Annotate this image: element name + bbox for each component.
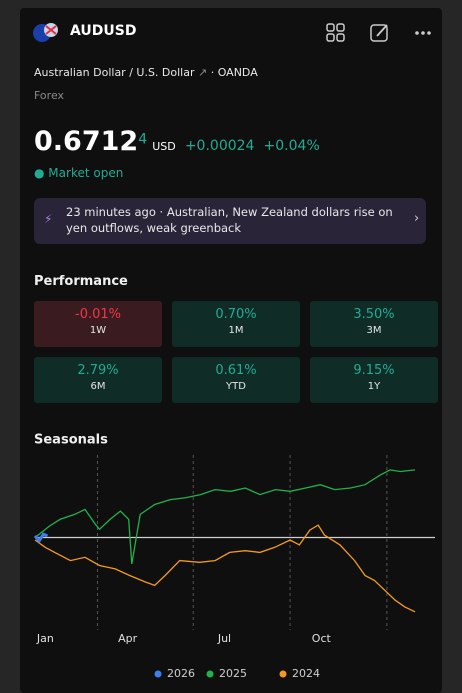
performance-tile[interactable]: -0.01% 1W (34, 301, 162, 347)
performance-value: -0.01% (75, 307, 121, 322)
quote-line: 0.67124 USD +0.00024 +0.04% (34, 126, 320, 157)
legend-marker (154, 670, 162, 678)
toolbar-icons[interactable] (325, 22, 435, 44)
news-text: 23 minutes ago · Australian, New Zealand… (66, 205, 393, 235)
performance-value: 3.50% (353, 307, 395, 322)
news-headline: Australian, New Zealand dollars rise on … (66, 205, 393, 235)
series-line (34, 469, 416, 565)
symbol-card: AUDUSD Australian Dollar / U.S. Dollar ↗… (20, 8, 442, 693)
performance-period: 3M (366, 325, 382, 336)
market-status: ● Market open (34, 166, 124, 180)
legend-marker (279, 670, 287, 678)
performance-tile[interactable]: 3.50% 3M (310, 301, 438, 347)
instrument-name: Australian Dollar / U.S. Dollar (34, 66, 195, 79)
market-type: Forex (34, 89, 65, 102)
performance-value: 0.61% (215, 363, 257, 378)
performance-value: 0.70% (215, 307, 257, 322)
performance-tile[interactable]: 2.79% 6M (34, 357, 162, 403)
currency: USD (152, 140, 176, 153)
news-chevron: › (414, 211, 420, 226)
performance-tile[interactable]: 0.61% YTD (172, 357, 300, 403)
series-line (34, 524, 416, 613)
performance-value: 2.79% (77, 363, 119, 378)
performance-period: 1M (228, 325, 244, 336)
legend-marker (206, 670, 214, 678)
symbol: AUDUSD (70, 23, 137, 39)
chart-title: Seasonals (34, 433, 108, 448)
legend-label: 2025 (219, 667, 247, 680)
x-tick-label: Apr (118, 632, 138, 645)
x-tick-label: Jul (217, 632, 231, 645)
performance-period: 6M (90, 381, 106, 392)
flag-icon (33, 23, 58, 42)
performance-period: 1W (89, 325, 107, 336)
price: 0.6712 (34, 126, 139, 157)
news-time: 23 minutes ago (66, 205, 156, 219)
x-tick-label: Oct (312, 632, 332, 645)
performance-tile[interactable]: 0.70% 1M (172, 301, 300, 347)
news-icon: ⚡ (44, 212, 53, 226)
instrument-line: Australian Dollar / U.S. Dollar ↗ · OAND… (34, 66, 258, 79)
news-banner[interactable]: ⚡ 23 minutes ago · Australian, New Zeala… (34, 198, 426, 244)
market-status-text: Market open (48, 166, 124, 180)
change-percent: +0.04% (263, 138, 320, 154)
series-line (33, 532, 49, 544)
performance-value: 9.15% (353, 363, 395, 378)
performance-period: YTD (226, 381, 246, 392)
price-superscript: 4 (138, 131, 148, 148)
change: +0.00024 (184, 138, 255, 154)
x-tick-label: Jan (36, 632, 54, 645)
performance-title: Performance (34, 274, 128, 289)
exchange: OANDA (217, 66, 258, 79)
legend-label: 2026 (167, 667, 195, 680)
legend-label: 2024 (292, 667, 320, 680)
seasonals-chart: Seasonals Jan Apr Jul Oct 2026 2025 2024 (33, 433, 435, 680)
external-link-icon[interactable]: ↗ (198, 66, 208, 79)
performance-tile[interactable]: 9.15% 1Y (310, 357, 438, 403)
performance-period: 1Y (367, 381, 381, 392)
